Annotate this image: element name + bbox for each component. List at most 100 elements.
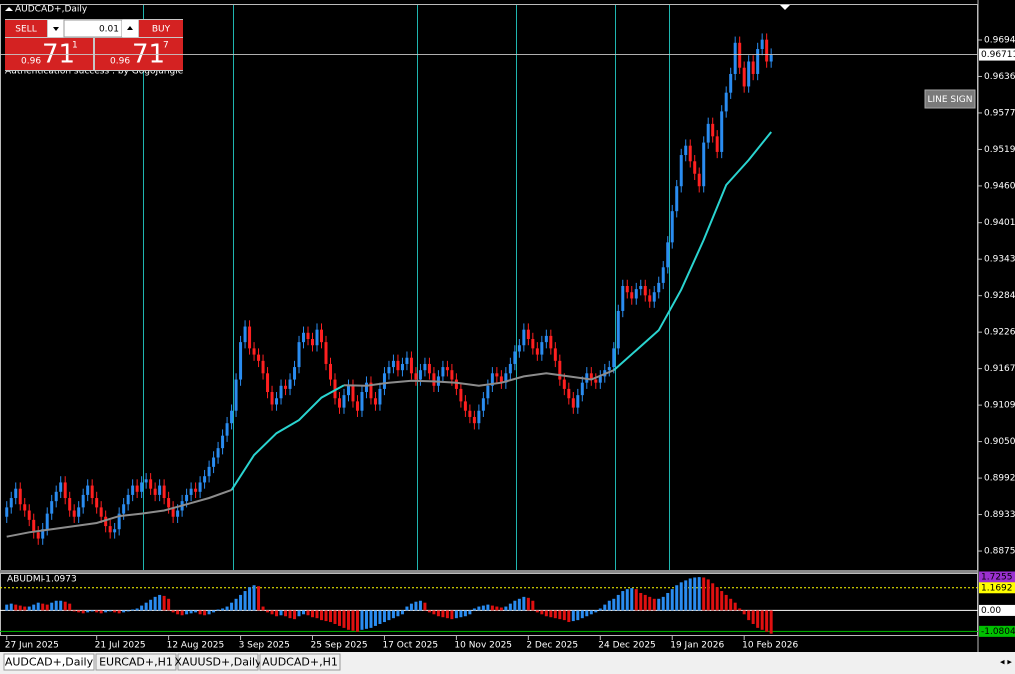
candle-body (342, 395, 346, 408)
candle-body (625, 286, 629, 293)
candle-body (225, 423, 229, 436)
candle-body (486, 385, 490, 399)
lot-value: 0.01 (99, 25, 119, 35)
vertical-lines (143, 5, 670, 570)
candle-body (702, 142, 706, 187)
candle-body (144, 479, 148, 483)
candle-body (589, 373, 593, 380)
histogram-bar (513, 600, 517, 611)
histogram-bar (288, 610, 292, 619)
level-label: -1.0804 (981, 627, 1015, 637)
histogram-bar (702, 577, 706, 611)
candle-body (234, 379, 238, 411)
candle-body (634, 289, 638, 299)
candle-body (158, 485, 162, 495)
histogram-bar (45, 604, 49, 611)
candle-body (499, 376, 503, 383)
candle-body (576, 395, 580, 408)
candle-body (5, 507, 9, 517)
candle-body (171, 507, 175, 517)
buy-button[interactable] (139, 20, 183, 37)
histogram-bar (149, 599, 153, 611)
histogram-bar (180, 610, 184, 616)
histogram-bar (544, 610, 548, 617)
line-sign-label: LINE SIGN (927, 95, 972, 105)
y-tick-label: 0.90505 (984, 437, 1015, 447)
tabs: AUDCAD+,Daily EURCAD+,H1 XAUUSD+,Daily AUDC… (3, 653, 341, 671)
candle-body (715, 136, 719, 152)
histogram-bar (616, 594, 620, 611)
histogram-bar (580, 610, 584, 619)
candle-body (198, 482, 202, 492)
candle-body (670, 211, 674, 243)
histogram-bar (738, 608, 742, 611)
histogram-bar (9, 603, 13, 611)
candle-body (59, 482, 63, 492)
histogram-bar (630, 588, 634, 611)
candle-body (549, 335, 553, 349)
level-box (979, 571, 1015, 583)
candle-body (369, 382, 373, 399)
sell-price-box[interactable] (5, 38, 93, 70)
candle-body (571, 398, 575, 408)
candle-body (23, 504, 27, 511)
candle-body (441, 367, 445, 377)
sell-button[interactable] (5, 20, 47, 37)
sell-label: SELL (15, 25, 36, 35)
y-tick-label: 0.96945 (984, 35, 1015, 45)
histogram-bar (517, 598, 521, 611)
tab[interactable] (177, 653, 259, 671)
scroll-arrows[interactable]: ◂ ▸ (1000, 658, 1012, 668)
histogram-bar (540, 610, 544, 615)
candle-body (657, 282, 661, 293)
histogram-bar (423, 602, 427, 611)
candle-body (643, 286, 647, 296)
candle-body (315, 329, 319, 346)
histogram-bar (450, 610, 454, 620)
candle-body (270, 392, 274, 405)
histogram-bar (18, 605, 22, 611)
histogram-bar (409, 603, 413, 611)
histogram-bar (382, 610, 386, 623)
candle-body (688, 145, 692, 162)
candle-body (108, 526, 112, 533)
candle-body (621, 286, 625, 311)
candle-body (639, 286, 643, 290)
candle-body (693, 161, 697, 174)
candle-body (230, 410, 234, 424)
histogram-bar (221, 608, 225, 611)
candle-body (540, 342, 544, 355)
candle-body (531, 339, 535, 349)
candle-body (333, 379, 337, 399)
candle-body (140, 482, 144, 492)
candle-body (320, 329, 324, 343)
histogram-bar (270, 610, 274, 615)
tab[interactable] (3, 653, 95, 671)
candle-body (135, 485, 139, 492)
candle-body (113, 529, 117, 533)
candle-body (562, 379, 566, 389)
tab[interactable] (95, 653, 177, 671)
candle-body (104, 516, 108, 527)
tab[interactable] (259, 653, 341, 671)
candle-body (544, 335, 548, 343)
histogram-bar (742, 610, 746, 615)
candle-body (423, 363, 427, 371)
histogram-bar (364, 610, 368, 629)
histogram-bar (342, 610, 346, 628)
candle-body (45, 513, 49, 530)
histogram-bar (459, 610, 463, 618)
line-sign-button[interactable] (924, 89, 976, 109)
candle-body (288, 379, 292, 389)
histogram-bar (144, 602, 148, 611)
candle-body (522, 329, 526, 346)
histogram-bar (504, 606, 508, 611)
y-tick-label: 0.91675 (984, 364, 1015, 374)
histogram-bar (266, 610, 270, 613)
buy-price-box[interactable] (95, 38, 183, 70)
histogram-bar (585, 610, 589, 617)
candle-body (387, 367, 391, 374)
